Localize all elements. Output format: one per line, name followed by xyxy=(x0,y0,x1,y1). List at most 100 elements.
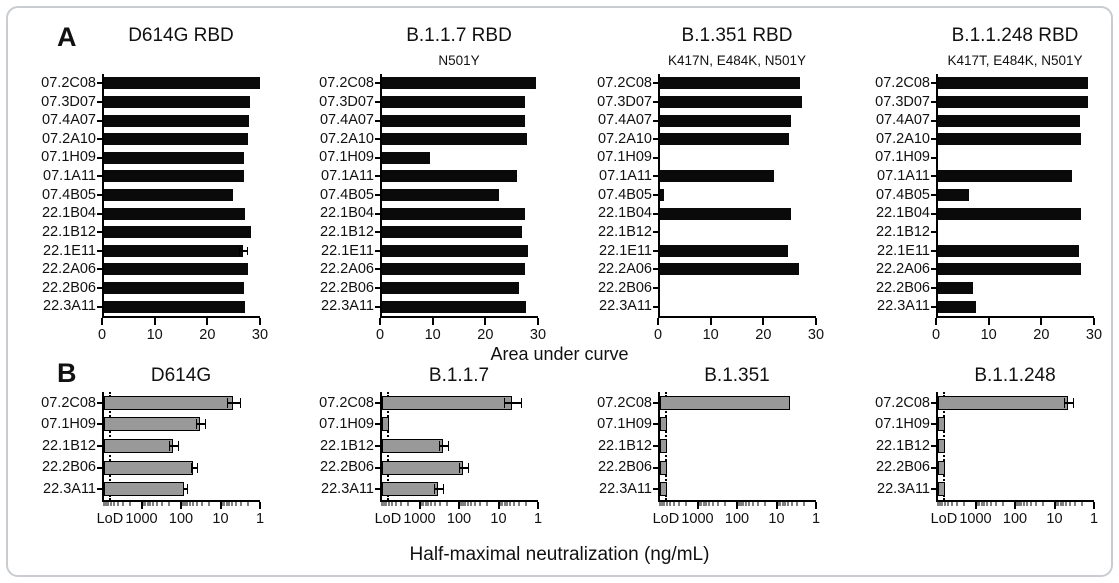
chart-row: 07.4B05 xyxy=(572,185,850,205)
chart-subtitle: K417N, E484K, N501Y xyxy=(667,53,807,68)
bar-track xyxy=(102,278,262,298)
bar xyxy=(104,282,244,294)
row-label: 22.2A06 xyxy=(875,261,930,278)
axis-tick-label: 0 xyxy=(97,327,107,343)
row-label: 07.1A11 xyxy=(599,168,652,185)
bar-track xyxy=(102,148,262,168)
row-label: 22.1B12 xyxy=(319,223,374,240)
axis-minor-tick xyxy=(110,502,112,506)
axis-minor-tick xyxy=(221,502,223,506)
axis-minor-tick xyxy=(192,502,194,506)
bar xyxy=(938,244,1080,257)
axis-tick xyxy=(1093,318,1095,325)
bar xyxy=(104,188,233,201)
axis-tick xyxy=(762,318,765,325)
plot-area: 07.2C08 07.3D07 07.4A07 07.2A10 07.1H09 07.1A… xyxy=(16,74,294,316)
bar-track xyxy=(936,92,1096,112)
axis-tick xyxy=(1053,502,1056,509)
axis-minor-tick xyxy=(388,502,390,506)
axis-minor-tick xyxy=(226,502,228,506)
row-label: 22.2B06 xyxy=(41,459,96,476)
axis-tick xyxy=(431,318,434,325)
bar-track xyxy=(936,129,1096,149)
axis-minor-tick xyxy=(518,502,520,506)
row-label: 07.3D07 xyxy=(319,93,374,110)
chart-row: 22.1B04 xyxy=(572,204,850,223)
x-axis: 0 10 20 30 xyxy=(98,316,268,348)
axis-minor-tick xyxy=(803,502,805,506)
panel-b-chart-2: B.1.1.7 07.2C08 07.1H09 22.1B12 22.2B06 22.3A… xyxy=(294,364,572,528)
panel-a-chart-1: D614G RBD 07.2C08 07.3D07 07.4A07 07.2A10 07.… xyxy=(16,16,294,348)
chart-row: 07.4A07 xyxy=(572,111,850,130)
chart-row: 07.2C08 xyxy=(850,392,1119,414)
axis-minor-tick xyxy=(1018,502,1020,506)
axis-tick xyxy=(974,502,977,509)
row-label: 22.3A11 xyxy=(877,298,930,315)
axis-minor-tick xyxy=(103,502,105,506)
bar-track xyxy=(658,111,818,130)
bar-track xyxy=(380,478,540,500)
chart-row: 07.2A10 xyxy=(572,129,850,149)
axis-minor-tick xyxy=(976,502,978,506)
plot-area: 07.2C08 07.1H09 22.1B12 22.2B06 22.3A11 xyxy=(16,392,294,500)
bar xyxy=(104,395,233,410)
axis-minor-tick xyxy=(395,502,397,506)
axis-minor-tick xyxy=(669,502,671,506)
axis-minor-tick xyxy=(407,502,409,506)
row-label: 07.1H09 xyxy=(41,416,96,433)
bar-track xyxy=(102,260,262,279)
axis-minor-tick xyxy=(231,502,233,506)
axis-minor-tick xyxy=(201,502,203,506)
axis-minor-tick xyxy=(113,502,115,506)
axis-minor-tick xyxy=(777,502,779,506)
axis-minor-tick xyxy=(784,502,786,506)
axis-tick-label: 30 xyxy=(807,327,825,343)
axis-minor-tick xyxy=(107,502,109,506)
chart-row: 07.1A11 xyxy=(850,167,1119,186)
bar xyxy=(938,300,977,313)
axis-minor-tick xyxy=(467,502,469,506)
axis-minor-tick xyxy=(742,502,744,506)
chart-row: 22.2A06 xyxy=(294,260,572,279)
error-bar xyxy=(227,397,242,408)
axis-minor-tick xyxy=(787,502,789,506)
axis-minor-tick xyxy=(779,502,781,506)
axis-minor-tick xyxy=(673,502,675,506)
axis-minor-tick xyxy=(1069,502,1071,506)
bar xyxy=(660,460,668,475)
error-bar xyxy=(195,419,206,430)
bar-track xyxy=(936,74,1096,93)
axis-minor-tick xyxy=(208,502,210,506)
error-bar xyxy=(439,440,450,451)
axis-minor-tick xyxy=(659,502,661,506)
axis-minor-tick xyxy=(501,502,503,506)
row-label: 22.1B12 xyxy=(875,437,930,454)
axis-tick-label: 10 xyxy=(702,327,719,343)
row-label: 07.1H09 xyxy=(875,416,930,433)
axis-minor-tick xyxy=(400,502,402,506)
axis-minor-tick xyxy=(745,502,747,506)
axis-tick-label: 10 xyxy=(212,511,229,527)
row-label: 22.1B12 xyxy=(597,223,652,240)
axis-minor-tick xyxy=(1030,502,1032,506)
bar-track xyxy=(658,241,818,261)
row-label: 22.2B06 xyxy=(41,279,96,296)
row-label: 07.2C08 xyxy=(597,394,652,411)
bar-track xyxy=(380,204,540,223)
chart-row: 07.1H09 xyxy=(16,413,294,436)
chart-row: 22.2B06 xyxy=(294,456,572,479)
chart-row: 22.2B06 xyxy=(572,278,850,298)
chart-row: 22.1B04 xyxy=(294,204,572,223)
axis-tick xyxy=(987,318,990,325)
chart-row: 22.2B06 xyxy=(294,278,572,298)
row-label: 22.1B12 xyxy=(319,437,374,454)
bar-track xyxy=(102,92,262,112)
axis-minor-tick xyxy=(661,502,663,506)
chart-row: 22.3A11 xyxy=(16,297,294,316)
axis-minor-tick xyxy=(462,502,464,506)
axis-minor-tick xyxy=(791,502,793,506)
bar xyxy=(104,95,251,108)
panel-a-chart-4: B.1.1.248 RBD K417T, E484K, N501Y 07.2C08 0… xyxy=(850,16,1119,348)
axis-minor-tick xyxy=(764,502,766,506)
axis-tick-label: 0 xyxy=(375,327,385,343)
